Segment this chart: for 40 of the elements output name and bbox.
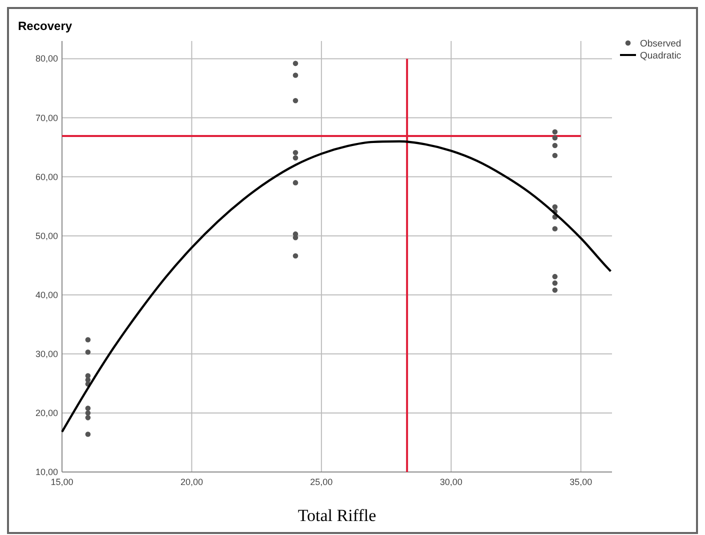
y-tick-label: 40,00	[35, 290, 58, 300]
y-tick-label: 20,00	[35, 408, 58, 418]
point	[292, 60, 298, 66]
legend-label: Quadratic	[640, 50, 682, 62]
point	[292, 180, 298, 186]
line-series	[60, 140, 612, 433]
point	[552, 204, 558, 210]
point	[85, 410, 91, 416]
y-tick-label: 80,00	[35, 54, 58, 64]
y-tick-label: 10,00	[35, 467, 58, 477]
point	[552, 274, 558, 280]
x-tick-label: 30,00	[440, 477, 462, 487]
point	[292, 98, 298, 104]
x-tick-label: 20,00	[180, 477, 203, 487]
x-axis-title: Total Riffle	[298, 506, 376, 525]
y-tick-label: 50,00	[35, 230, 58, 241]
point	[552, 288, 558, 293]
point	[85, 337, 91, 342]
point	[552, 129, 558, 135]
point	[552, 280, 558, 286]
y-tick-label: 60,00	[35, 172, 58, 182]
y-tick-label: 70,00	[35, 112, 58, 123]
point	[552, 152, 558, 158]
point	[552, 226, 558, 232]
point	[552, 142, 558, 148]
x-tick-label: 25,00	[310, 477, 333, 487]
point	[292, 155, 298, 161]
y-axis-title: Recovery	[18, 19, 72, 33]
point	[85, 432, 91, 437]
x-tick-label: 35,00	[570, 477, 592, 487]
legend-label: Observed	[640, 38, 682, 50]
point	[552, 135, 558, 140]
point	[292, 253, 298, 259]
point	[85, 350, 91, 355]
point	[292, 72, 298, 78]
x-tick-label: 15,00	[50, 477, 74, 487]
point	[85, 415, 91, 420]
point	[85, 406, 91, 411]
y-tick-label: 30,00	[35, 348, 58, 359]
point	[292, 150, 298, 156]
